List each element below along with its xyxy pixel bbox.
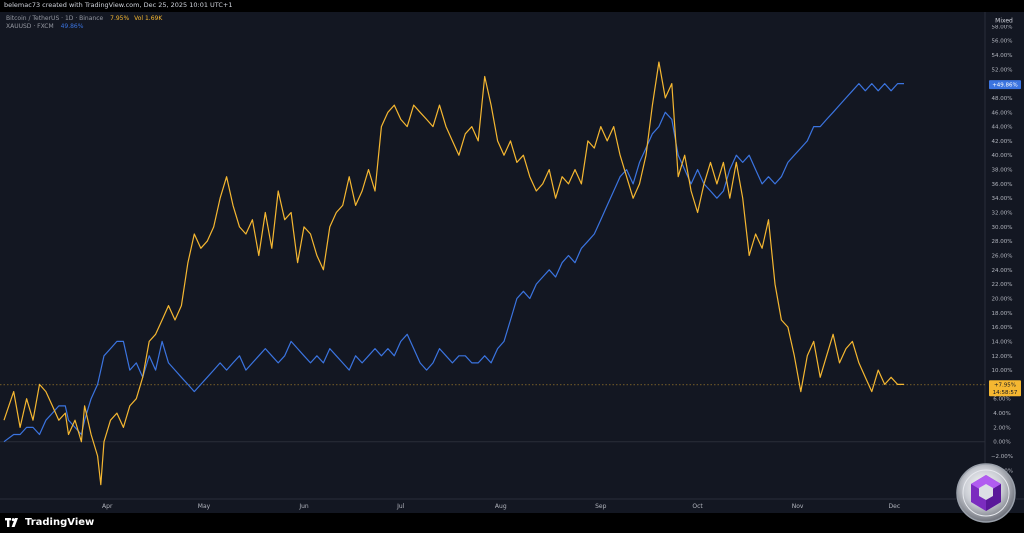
y-tick-label: 54.00% [992, 53, 1013, 59]
y-tick-label: 12.00% [992, 354, 1013, 360]
y-tick-label: 16.00% [992, 325, 1013, 331]
legend-btc-label: Bitcoin / TetherUS · 1D · Binance [6, 15, 104, 22]
tradingview-logo-text: TradingView [25, 517, 95, 528]
y-tick-label: 56.00% [992, 39, 1013, 45]
legend-gold-value: 49.86% [61, 23, 84, 30]
chart-frame[interactable]: −6.00%−4.00%−2.00%0.00%2.00%4.00%6.00%8.… [0, 12, 1024, 513]
legend-gold-label: XAUUSD · FXCM [6, 23, 54, 30]
btc-price-badge [989, 380, 1021, 397]
y-tick-label: 46.00% [992, 110, 1013, 116]
y-tick-label: 36.00% [992, 182, 1013, 188]
legend-gold-row[interactable]: XAUUSD · FXCM 49.86% [6, 23, 84, 30]
footer-bar: TradingView [0, 513, 1024, 533]
legend: Bitcoin / TetherUS · 1D · Binance 7.95% … [6, 15, 163, 30]
series-lines [3, 61, 904, 486]
x-tick-label: Nov [792, 503, 804, 510]
y-tick-label: 48.00% [992, 96, 1013, 102]
x-tick-label: May [198, 503, 211, 510]
y-tick-label: 40.00% [992, 153, 1013, 159]
y-tick-label: 44.00% [992, 125, 1013, 131]
x-tick-label: Sep [595, 503, 607, 510]
plot-background[interactable] [0, 12, 985, 513]
scale-mode-label[interactable]: Mixed [995, 18, 1013, 25]
gold-price-badge [989, 80, 1021, 90]
watermark-emblem [956, 463, 1016, 523]
y-tick-label: 0.00% [993, 440, 1010, 446]
x-tick-label: Dec [889, 503, 901, 510]
btc-countdown-label: 14:58:57 [993, 390, 1018, 396]
y-tick-label: 14.00% [992, 339, 1013, 345]
scale-mode-button[interactable]: Mixed [986, 15, 1022, 25]
series-line-bitcoin-tetherus [3, 61, 904, 486]
y-tick-label: 22.00% [992, 282, 1013, 288]
y-tick-label: 42.00% [992, 139, 1013, 145]
x-tick-label: Oct [692, 503, 703, 510]
y-tick-label: 18.00% [992, 311, 1013, 317]
gold-price-badge-label: +49.86% [992, 83, 1018, 89]
y-tick-label: 58.00% [992, 24, 1013, 30]
x-tick-label: Jun [298, 503, 309, 510]
y-tick-label: 10.00% [992, 368, 1013, 374]
tradingview-logo[interactable]: TradingView [5, 517, 94, 528]
time-axis-ticks: Apr May Jun Jul Aug Sep Oct Nov Dec [102, 503, 900, 510]
header-bar: belemac73 created with TradingView.com, … [0, 0, 1024, 12]
y-tick-label: 4.00% [993, 411, 1010, 417]
y-tick-label: 28.00% [992, 239, 1013, 245]
x-tick-label: Apr [102, 503, 113, 510]
legend-btc-row[interactable]: Bitcoin / TetherUS · 1D · Binance 7.95% … [6, 15, 163, 22]
x-tick-label: Jul [396, 503, 405, 510]
y-tick-label: 32.00% [992, 211, 1013, 217]
y-tick-label: 34.00% [992, 196, 1013, 202]
y-tick-label: 20.00% [992, 296, 1013, 302]
legend-btc-volume: Vol 1.69K [134, 15, 163, 22]
price-axis-background[interactable] [985, 12, 1024, 513]
header-caption: belemac73 created with TradingView.com, … [4, 1, 233, 9]
series-line-xauusd [3, 83, 904, 443]
x-tick-label: Aug [495, 503, 507, 510]
price-axis-badges: +49.86% +7.95% 14:58:57 [989, 80, 1021, 397]
y-tick-label: 6.00% [993, 397, 1010, 403]
price-chart[interactable]: −6.00%−4.00%−2.00%0.00%2.00%4.00%6.00%8.… [0, 12, 1024, 513]
y-tick-label: 38.00% [992, 168, 1013, 174]
btc-price-badge-label: +7.95% [994, 382, 1016, 388]
y-tick-label: −2.00% [991, 454, 1013, 460]
y-tick-label: 26.00% [992, 254, 1013, 260]
y-tick-label: 52.00% [992, 67, 1013, 73]
legend-btc-value: 7.95% [110, 15, 129, 22]
y-tick-label: 2.00% [993, 425, 1010, 431]
y-tick-label: 30.00% [992, 225, 1013, 231]
tradingview-logo-icon [5, 518, 18, 527]
y-tick-label: 24.00% [992, 268, 1013, 274]
